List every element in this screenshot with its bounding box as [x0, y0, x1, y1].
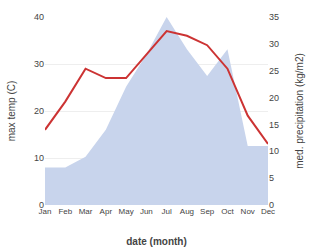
svg-text:date (month): date (month)	[126, 236, 187, 247]
svg-text:15: 15	[269, 120, 279, 130]
svg-text:Feb: Feb	[58, 207, 72, 216]
svg-text:35: 35	[269, 12, 279, 22]
svg-text:max temp (C): max temp (C)	[6, 81, 17, 142]
svg-text:Nov: Nov	[241, 207, 255, 216]
svg-text:May: May	[119, 207, 134, 216]
svg-text:10: 10	[269, 146, 279, 156]
svg-text:10: 10	[34, 153, 44, 163]
svg-text:40: 40	[34, 12, 44, 22]
svg-text:med. precipitation (kg/m2): med. precipitation (kg/m2)	[294, 53, 305, 169]
svg-text:Jul: Jul	[162, 207, 172, 216]
svg-text:Jan: Jan	[39, 207, 52, 216]
svg-text:30: 30	[34, 59, 44, 69]
svg-text:Mar: Mar	[79, 207, 93, 216]
svg-text:0: 0	[39, 200, 44, 210]
svg-text:Jun: Jun	[140, 207, 153, 216]
svg-text:20: 20	[34, 106, 44, 116]
svg-text:20: 20	[269, 93, 279, 103]
svg-text:Dec: Dec	[261, 207, 275, 216]
svg-text:30: 30	[269, 39, 279, 49]
svg-text:25: 25	[269, 66, 279, 76]
svg-text:0: 0	[269, 200, 274, 210]
svg-text:5: 5	[269, 173, 274, 183]
svg-text:Aug: Aug	[180, 207, 194, 216]
svg-text:Sep: Sep	[200, 207, 215, 216]
svg-text:Apr: Apr	[100, 207, 113, 216]
svg-text:Oct: Oct	[221, 207, 234, 216]
